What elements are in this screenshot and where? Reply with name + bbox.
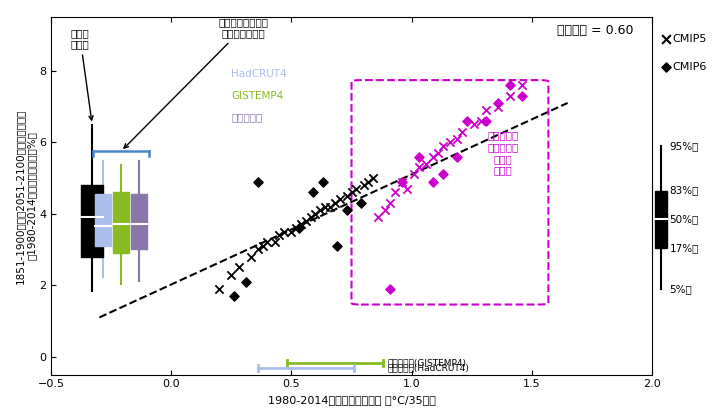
Point	[384, 200, 396, 206]
Point	[300, 218, 312, 224]
Point	[261, 239, 273, 246]
Point	[396, 178, 408, 185]
Point	[279, 228, 290, 235]
Point	[257, 243, 269, 249]
Text: 観測データ(GISTEMP4): 観測データ(GISTEMP4)	[387, 359, 467, 368]
Point	[363, 178, 374, 185]
Point	[413, 164, 425, 171]
Point	[228, 293, 240, 299]
Text: 観測と一致
せず信頼性
の低い
モデル: 観測と一致 せず信頼性 の低い モデル	[487, 131, 518, 176]
Point	[295, 221, 307, 228]
Point	[315, 207, 326, 213]
Point	[305, 214, 317, 220]
Text: 相関係数 = 0.60: 相関係数 = 0.60	[557, 24, 634, 37]
Text: GISTEMP4: GISTEMP4	[231, 91, 284, 101]
Point	[341, 192, 353, 199]
Point	[334, 196, 346, 203]
X-axis label: 1980-2014年の気温トレンド （°C/35年）: 1980-2014年の気温トレンド （°C/35年）	[268, 395, 436, 405]
Point	[320, 203, 331, 210]
Point	[356, 200, 367, 206]
Point	[225, 271, 237, 278]
Point	[437, 142, 449, 149]
Text: 組み合わせ: 組み合わせ	[231, 112, 263, 122]
Text: CMIP6: CMIP6	[672, 62, 706, 72]
Point	[492, 100, 504, 106]
Point	[480, 118, 492, 124]
Point	[428, 153, 439, 160]
Point	[252, 178, 264, 185]
Point	[307, 189, 319, 196]
Bar	[112, 192, 130, 253]
Point	[444, 139, 456, 146]
Point	[274, 232, 285, 239]
Point	[372, 214, 384, 220]
Point	[324, 203, 336, 210]
Text: 95%値: 95%値	[670, 141, 699, 151]
Point	[293, 225, 305, 231]
Point	[660, 35, 672, 42]
Point	[456, 128, 468, 135]
Point	[516, 92, 528, 99]
Point	[384, 286, 396, 292]
Point	[269, 239, 280, 246]
Point	[504, 82, 516, 89]
Point	[245, 253, 256, 260]
Point	[329, 200, 341, 206]
Point	[420, 160, 432, 167]
Point	[461, 118, 472, 124]
Point	[389, 189, 400, 196]
Point	[367, 175, 379, 181]
Point	[351, 185, 362, 192]
Point	[240, 278, 251, 285]
Text: CMIP5: CMIP5	[672, 34, 706, 44]
Y-axis label: 1851-1900年から2051-2100年の降水量変化
（1980-2014年平均値に対する%）: 1851-1900年から2051-2100年の降水量変化 （1980-2014年…	[15, 108, 37, 284]
Point	[396, 178, 408, 185]
Text: 50%値: 50%値	[670, 214, 699, 224]
Point	[475, 118, 487, 124]
Point	[233, 264, 244, 271]
Point	[310, 210, 321, 217]
Point	[516, 82, 528, 89]
Point	[660, 64, 672, 71]
Point	[252, 246, 264, 253]
Text: 17%値: 17%値	[670, 243, 699, 253]
Point	[317, 178, 328, 185]
Text: HadCRUT4: HadCRUT4	[231, 69, 287, 79]
Point	[437, 171, 449, 178]
Text: 観測との一致度を
考慮した予測幅: 観測との一致度を 考慮した予測幅	[124, 17, 269, 148]
Point	[428, 178, 439, 185]
Bar	[81, 185, 103, 257]
Point	[291, 225, 302, 231]
Text: 83%値: 83%値	[670, 186, 699, 196]
Point	[451, 135, 463, 142]
Point	[504, 92, 516, 99]
Point	[401, 185, 413, 192]
Point	[286, 228, 297, 235]
Point	[341, 207, 353, 213]
Bar	[94, 194, 112, 246]
Point	[432, 150, 444, 156]
Point	[492, 103, 504, 110]
Point	[346, 189, 357, 196]
Point	[214, 286, 225, 292]
Bar	[655, 191, 667, 248]
Point	[468, 121, 480, 128]
Point	[480, 107, 492, 113]
Point	[413, 153, 425, 160]
Text: 5%値: 5%値	[670, 284, 693, 294]
Text: 元々の
予測幅: 元々の 予測幅	[71, 28, 93, 120]
Text: 観測データ(HadCRUT4): 観測データ(HadCRUT4)	[387, 364, 469, 373]
Point	[451, 153, 463, 160]
Point	[358, 182, 369, 189]
Bar	[130, 194, 148, 249]
Point	[379, 207, 391, 213]
Point	[408, 171, 420, 178]
Point	[331, 243, 343, 249]
